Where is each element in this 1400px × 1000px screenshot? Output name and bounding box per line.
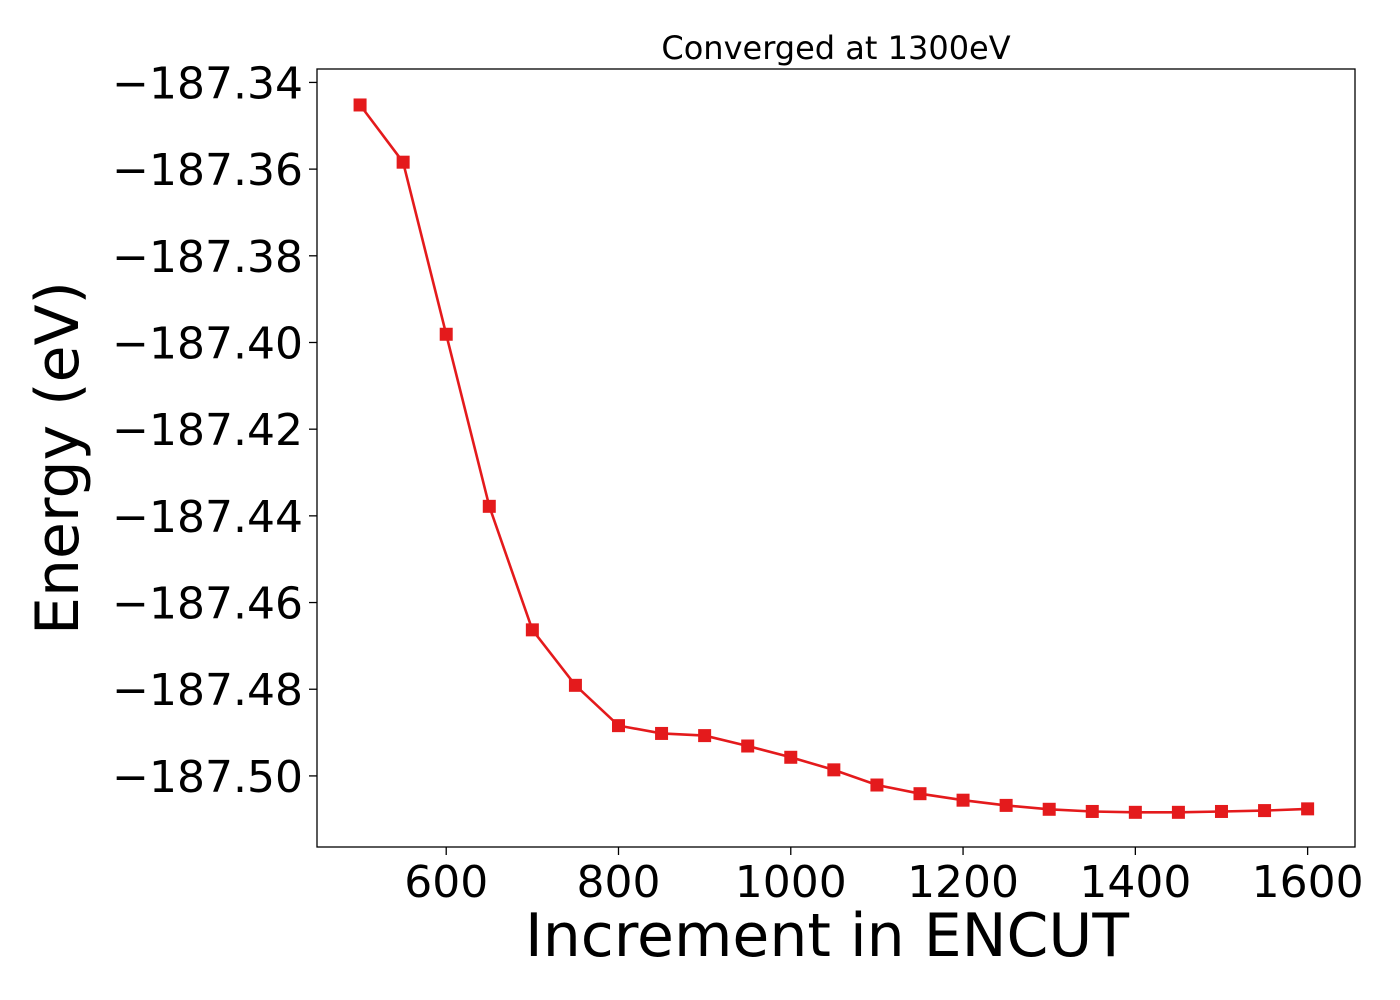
y-tick-label: −187.42 [112,405,303,456]
data-point [396,155,410,169]
data-point [482,499,496,513]
x-tick-label: 1600 [1252,857,1364,908]
y-tick-label: −187.40 [112,318,303,369]
data-point [870,778,884,792]
data-point [999,798,1013,812]
data-point [741,739,755,753]
x-tick-label: 800 [577,857,661,908]
data-point [913,787,927,801]
x-tick-label: 1000 [735,857,847,908]
series-line [359,104,1308,814]
plot-area-frame [316,68,1356,848]
y-axis: −187.34 −187.36 −187.38 −187.40 −187.42 −187.… [112,58,317,803]
data-point [568,678,582,692]
data-point [1171,805,1185,819]
x-tick-label: 1200 [907,857,1019,908]
data-point [698,729,712,743]
data-point [1258,804,1272,818]
y-tick-label: −187.50 [112,752,303,803]
x-axis: 600 800 1000 1200 1400 1600 [404,847,1364,908]
y-tick-label: −187.44 [112,492,303,543]
data-point [655,726,669,740]
data-point [1042,802,1056,816]
data-point [611,719,625,733]
y-tick-label: −187.36 [112,145,303,196]
data-point [784,750,798,764]
data-point [1085,804,1099,818]
data-point [1301,802,1315,816]
data-series [353,98,1315,819]
x-tick-label: 1400 [1079,857,1191,908]
data-point [439,327,453,341]
data-point [827,763,841,777]
y-tick-label: −187.46 [112,579,303,630]
x-axis-label: Increment in ENCUT [525,901,1129,971]
x-tick-label: 600 [404,857,488,908]
data-point [956,793,970,807]
y-tick-label: −187.38 [112,232,303,283]
data-point [1128,805,1142,819]
y-axis-label: Energy (eV) [23,281,93,635]
chart-title: Converged at 1300eV [661,29,1010,67]
y-tick-label: −187.48 [112,665,303,716]
data-point [1214,804,1228,818]
y-tick-label: −187.34 [112,58,303,109]
data-point [353,98,367,112]
data-point [525,623,539,637]
